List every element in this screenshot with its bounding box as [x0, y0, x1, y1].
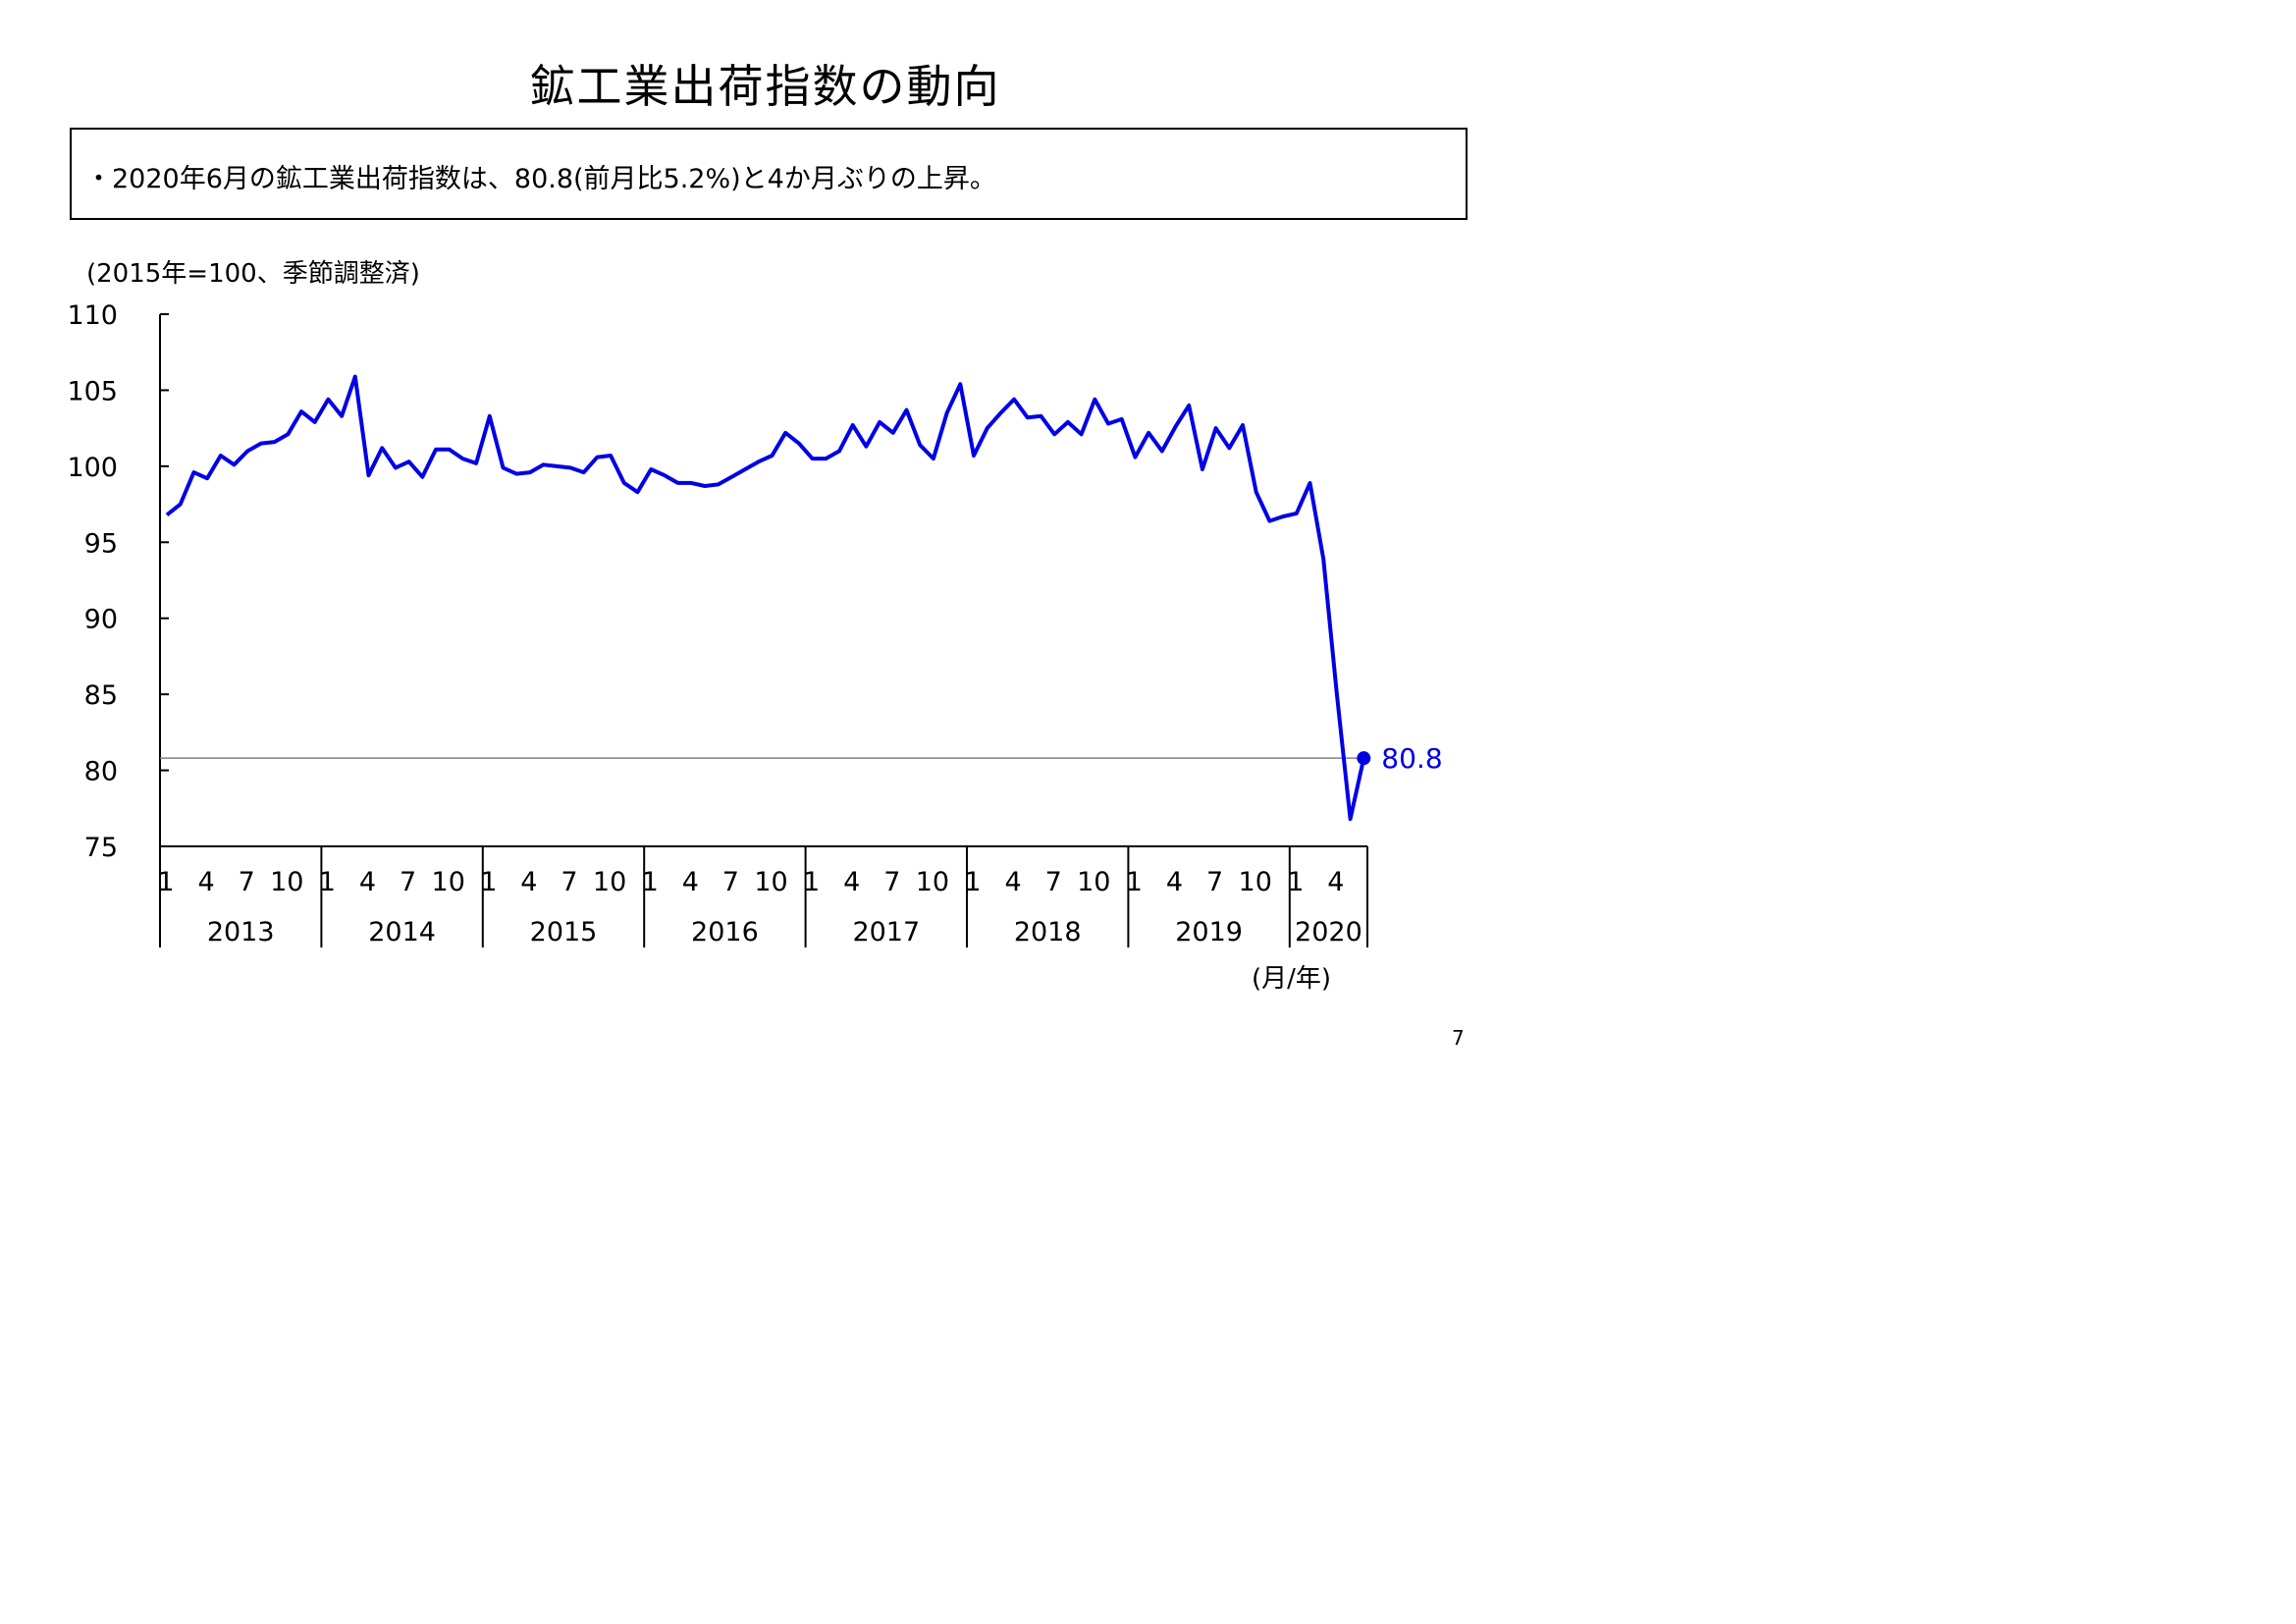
y-tick-label: 80	[84, 757, 118, 787]
y-tick-label: 85	[84, 680, 118, 711]
month-tick-label: 10	[270, 867, 303, 897]
x-axis-unit-label: (月/年)	[1252, 964, 1332, 994]
y-tick-label: 100	[67, 453, 118, 483]
page-number: 7	[1452, 1026, 1465, 1050]
year-label: 2018	[1014, 917, 1082, 947]
month-tick-label: 10	[916, 867, 949, 897]
month-tick-label: 7	[1045, 867, 1062, 897]
month-tick-label: 7	[883, 867, 900, 897]
month-tick-label: 4	[520, 867, 537, 897]
month-tick-label: 1	[480, 867, 497, 897]
month-tick-label: 7	[1206, 867, 1223, 897]
month-tick-label: 10	[754, 867, 787, 897]
month-tick-label: 7	[561, 867, 577, 897]
month-tick-label: 1	[1287, 867, 1304, 897]
month-tick-label: 1	[319, 867, 336, 897]
summary-box: ・2020年6月の鉱工業出荷指数は、80.8(前月比5.2%)と4か月ぶりの上昇…	[70, 128, 1468, 220]
month-tick-label: 4	[1327, 867, 1344, 897]
latest-value-label: 80.8	[1381, 742, 1442, 775]
month-tick-label: 4	[359, 867, 376, 897]
latest-value-marker	[1357, 751, 1371, 766]
month-tick-label: 4	[682, 867, 699, 897]
series-line	[165, 374, 1366, 822]
y-tick-label: 110	[67, 300, 118, 331]
y-axis-unit-label: (2015年=100、季節調整済)	[86, 259, 420, 289]
month-tick-label: 4	[843, 867, 860, 897]
year-label: 2017	[852, 917, 920, 947]
page-title: 鉱工業出荷指数の動向	[529, 60, 1001, 113]
year-label: 2013	[207, 917, 275, 947]
month-tick-label: 4	[1166, 867, 1183, 897]
month-tick-label: 1	[1126, 867, 1143, 897]
year-label: 2015	[530, 917, 598, 947]
month-tick-label: 10	[432, 867, 465, 897]
y-tick-label: 105	[67, 376, 118, 406]
month-tick-label: 1	[642, 867, 659, 897]
month-tick-label: 10	[1239, 867, 1272, 897]
y-tick-label: 90	[84, 605, 118, 635]
year-label: 2020	[1295, 917, 1362, 947]
y-tick-label: 95	[84, 528, 118, 559]
month-tick-label: 7	[239, 867, 255, 897]
month-tick-label: 10	[593, 867, 626, 897]
year-label: 2016	[691, 917, 759, 947]
y-tick-label: 75	[84, 833, 118, 863]
month-tick-label: 7	[400, 867, 416, 897]
month-tick-label: 10	[1077, 867, 1110, 897]
year-label: 2014	[368, 917, 436, 947]
month-tick-label: 4	[198, 867, 215, 897]
month-tick-label: 1	[157, 867, 174, 897]
month-tick-label: 1	[964, 867, 981, 897]
year-label: 2019	[1175, 917, 1243, 947]
month-tick-label: 7	[722, 867, 739, 897]
month-tick-label: 4	[1005, 867, 1022, 897]
summary-text: ・2020年6月の鉱工業出荷指数は、80.8(前月比5.2%)と4か月ぶりの上昇…	[85, 164, 996, 194]
month-tick-label: 1	[803, 867, 820, 897]
